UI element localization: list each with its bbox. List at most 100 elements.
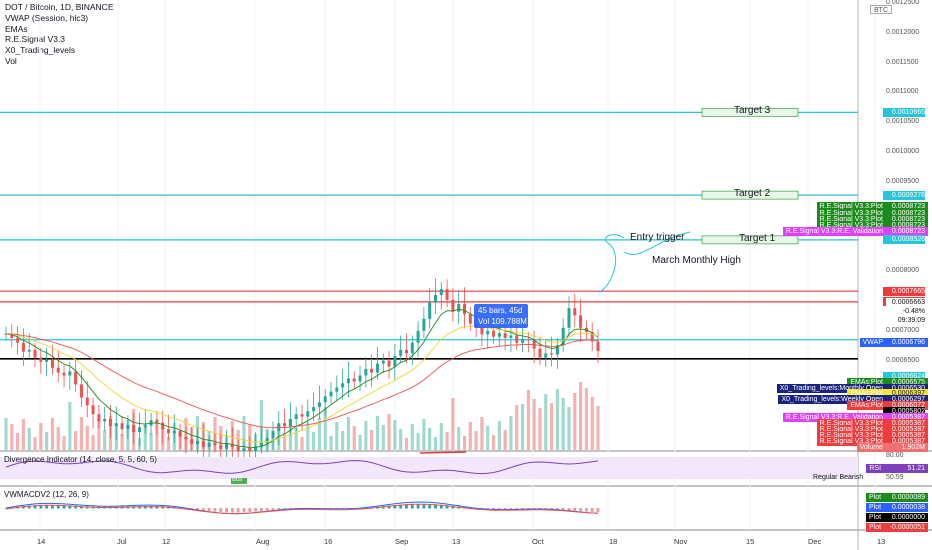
price-label-value: 0.0007665 (883, 286, 925, 296)
rsi-pane-title: Divergence Indicator (14, close, 5, 5, 6… (4, 455, 157, 464)
price-label-name: R.E.Signal V3.3:R.E. Validation (785, 227, 883, 235)
rsi-band (0, 457, 858, 479)
price-label-name: EMAs:Plot (850, 402, 883, 410)
macd-histogram-bar (439, 504, 443, 509)
price-label: R.E.Signal V3.3:Plot 0.0008723 (816, 214, 928, 224)
candle-body (45, 359, 49, 362)
candle-body (10, 333, 14, 338)
macd-histogram-bar (277, 508, 281, 510)
price-label-value: 0.0006624 (883, 371, 925, 381)
price-label: R.E.Signal V3.3:R.E. Validation 0.0005387 (782, 413, 928, 423)
macd-histogram-bar (503, 508, 507, 510)
volume-bar (39, 423, 43, 450)
volume-bar (433, 437, 438, 450)
price-label: EMAs:Plot 0.0006397 (847, 389, 928, 399)
candle-body (79, 384, 83, 398)
macd-histogram-bar (515, 508, 519, 510)
candle-body (126, 424, 130, 430)
candle-body (457, 303, 461, 312)
legend-indicator-resignal[interactable]: R.E.Signal V3.3 (5, 34, 66, 45)
macd-tag-value: 0.0000038 (891, 504, 925, 511)
measure-bars-label: 45 bars, 45d (478, 306, 523, 315)
candle-body (172, 430, 176, 434)
rsi-line (5, 460, 599, 475)
last-price-change: -0.48% (886, 307, 928, 316)
macd-tag: Plot 0.0000038 (865, 503, 928, 512)
volume-bar (375, 416, 380, 450)
macd-histogram-bar (265, 508, 269, 511)
candle-body (178, 430, 182, 437)
x-axis-tick: 13 (452, 537, 461, 546)
price-label: 0.0010665 (880, 107, 928, 117)
candle-body (254, 446, 258, 452)
price-label: 0.0007665 (880, 286, 928, 296)
candle-body (416, 330, 420, 343)
price-label: 0.0005802 (880, 407, 928, 417)
candle-body (352, 378, 356, 382)
rsi-tag-label: RSI (869, 465, 882, 472)
price-label-name: Volume (859, 444, 883, 452)
x-axis-tick: 16 (324, 537, 333, 546)
candle-body (317, 402, 321, 408)
candle-body (161, 422, 165, 430)
candle-body (97, 414, 101, 422)
legend-indicator-vol[interactable]: Vol (5, 55, 17, 66)
price-label-value: 0.0006397 (883, 389, 925, 399)
macd-tag-label: Plot (868, 494, 882, 501)
entry-trigger-label: Entry trigger (630, 232, 685, 243)
curve-annotation (597, 234, 625, 293)
price-label: R.E.Signal V3.3:Plot 0.0008723 (816, 202, 928, 212)
legend-indicator-vwap[interactable]: VWAP (Session, hlc3) (5, 12, 89, 23)
candle-body (288, 419, 292, 427)
volume-bar (538, 408, 542, 450)
volume-bar (439, 423, 443, 450)
volume-bar (573, 393, 577, 450)
price-label-value: 0.0005387 (883, 431, 925, 441)
candle-body (445, 289, 449, 300)
volume-bar (10, 424, 14, 450)
macd-histogram-bar (74, 505, 78, 509)
volume-bar (294, 428, 298, 450)
bull-marker-label: Bull (232, 477, 243, 483)
macd-histogram-bar (451, 505, 455, 509)
volume-bar (532, 399, 536, 450)
macd-histogram-bar (4, 508, 8, 509)
candle-body (85, 397, 89, 406)
volume-bar (103, 430, 107, 450)
price-label: R.E.Signal V3.3:Plot 0.0008723 (816, 220, 928, 230)
macd-histogram-bar (573, 508, 577, 511)
macd-histogram-bar (497, 508, 501, 510)
volume-bar (300, 437, 304, 450)
macd-histogram-bar (271, 508, 275, 511)
price-label-name: R.E.Signal V3.3:Plot (819, 432, 883, 440)
volume-bar (381, 425, 385, 450)
macd-tag: Plot -0.0000051 (865, 523, 928, 532)
macd-histogram-bar (561, 508, 565, 511)
price-label-value: 0.0005387 (883, 413, 925, 423)
volume-bar (428, 428, 432, 450)
price-label-value: 0.0006575 (883, 377, 925, 387)
macd-histogram-bar (422, 503, 426, 509)
candle-body (56, 367, 60, 373)
x-axis-tick: 13 (877, 537, 886, 546)
volume-bar (323, 407, 327, 450)
volume-bar (590, 397, 594, 450)
price-axis-tick: 0.0010000 (886, 148, 920, 155)
price-label-value: 0.0005387 (883, 437, 925, 447)
volume-bar (282, 433, 287, 450)
price-label: R.E.Signal V3.3:Plot 0.0008723 (816, 208, 928, 218)
candle-body (283, 423, 287, 427)
legend-indicator-emas[interactable]: EMAs (5, 23, 28, 34)
candle-body (114, 423, 118, 427)
candle-body (335, 387, 339, 392)
volume-bar (370, 430, 374, 450)
macd-tag-value: -0.0000051 (889, 524, 925, 531)
volume-bar (451, 398, 455, 450)
volume-bar (497, 421, 501, 450)
candle-body (39, 357, 43, 362)
candle-body (294, 414, 298, 420)
volume-bar (335, 422, 339, 450)
price-label: Volume 1.902M (856, 443, 928, 453)
volume-bar (364, 421, 368, 450)
